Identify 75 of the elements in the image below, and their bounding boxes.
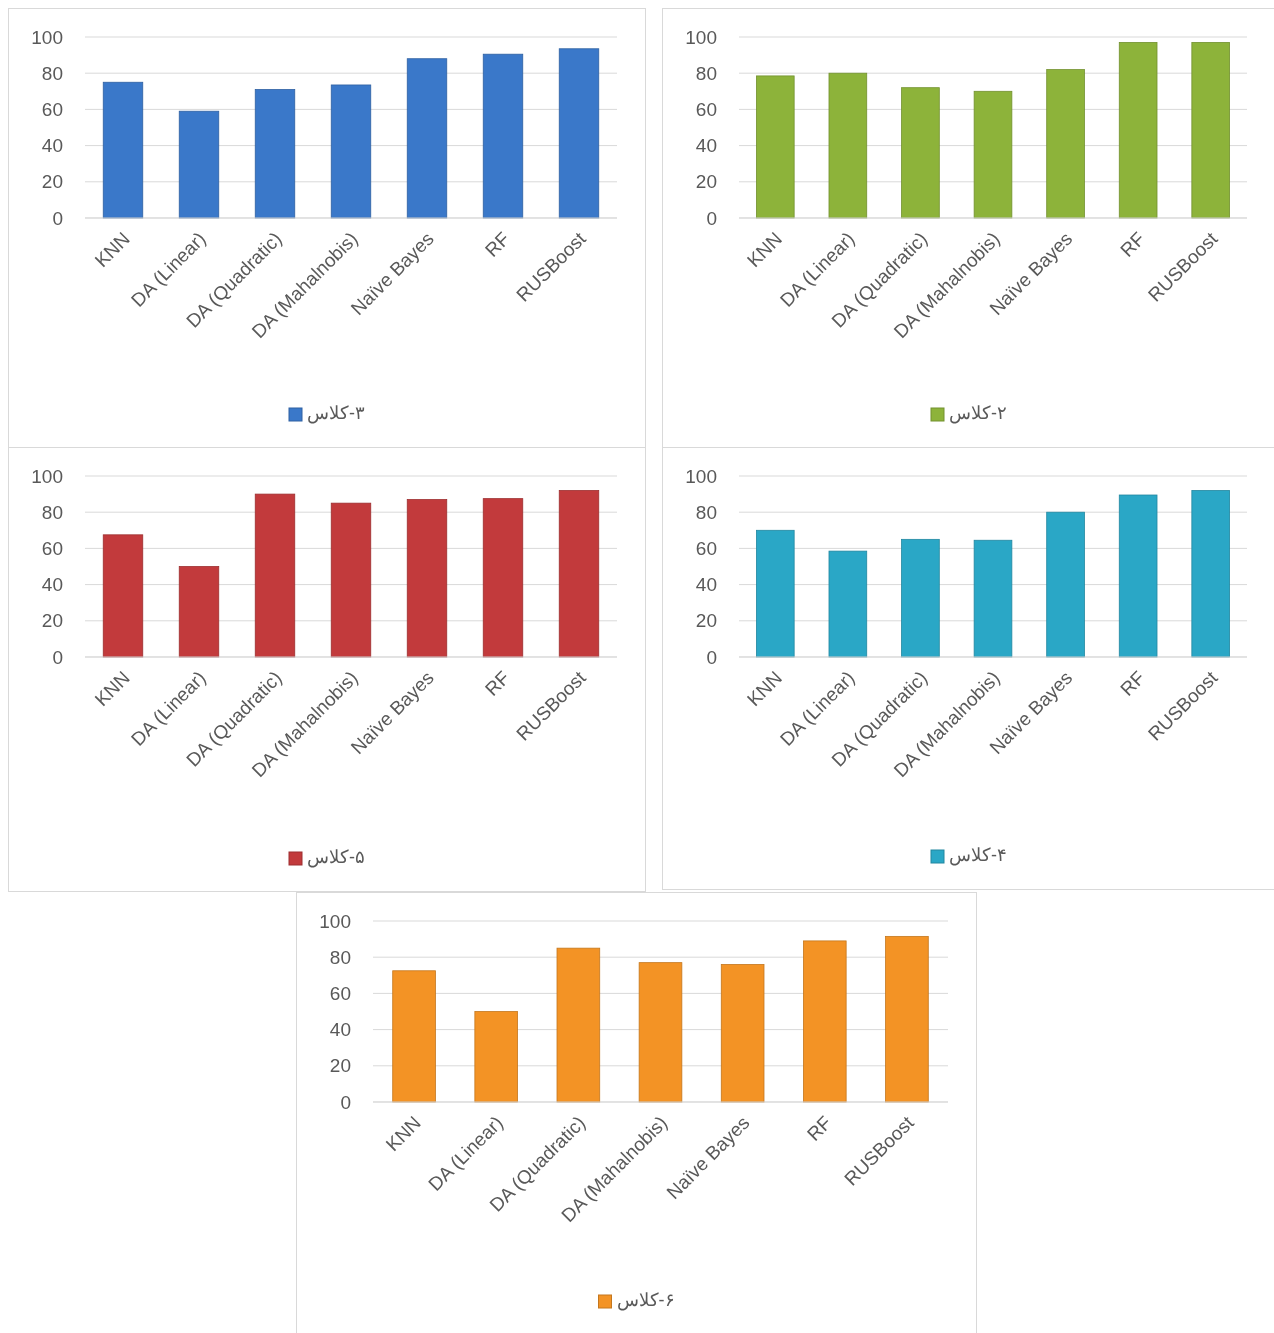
bar [1046, 69, 1085, 219]
y-tick-label: 80 [329, 946, 351, 968]
x-tick-label: RF [802, 1111, 836, 1145]
y-tick-label: 60 [329, 982, 351, 1004]
bar [885, 935, 929, 1103]
bar [1191, 42, 1230, 219]
bar [254, 89, 296, 219]
x-tick-label: RF [481, 227, 514, 261]
bar [406, 58, 448, 219]
bar [756, 529, 795, 658]
bar [973, 539, 1013, 658]
legend-label: ۵-کلاس [307, 847, 365, 868]
x-tick-label: RF [1116, 666, 1149, 700]
y-tick-label: 80 [41, 62, 63, 84]
y-tick-label: 0 [706, 646, 717, 668]
y-tick-label: 80 [695, 501, 717, 523]
y-tick-label: 100 [685, 465, 717, 487]
y-tick-label: 20 [695, 171, 717, 193]
y-tick-label: 20 [41, 171, 63, 193]
y-tick-label: 100 [31, 26, 63, 48]
bar [102, 534, 144, 658]
bar [254, 493, 296, 658]
y-tick-label: 20 [695, 610, 717, 632]
y-tick-label: 100 [31, 465, 63, 487]
bar [828, 550, 868, 658]
bar [973, 90, 1013, 219]
bar [102, 81, 144, 219]
y-tick-label: 20 [41, 610, 63, 632]
legend-label: ۶-کلاس [616, 1290, 675, 1311]
bar [720, 964, 765, 1103]
y-tick-label: 80 [41, 501, 63, 523]
y-tick-label: 60 [41, 98, 63, 120]
y-tick-label: 20 [329, 1055, 351, 1077]
bar [482, 498, 524, 658]
bar [901, 538, 940, 658]
y-tick-label: 40 [41, 135, 63, 157]
legend-label: ۴-کلاس [949, 845, 1007, 866]
y-tick-label: 0 [706, 207, 717, 229]
x-tick-label: RF [1116, 227, 1149, 261]
y-tick-label: 40 [695, 135, 717, 157]
bar [330, 84, 372, 219]
bar [1046, 511, 1085, 658]
y-tick-label: 40 [41, 574, 63, 596]
y-tick-label: 100 [685, 26, 717, 48]
bar [558, 490, 600, 658]
bar [901, 87, 940, 219]
y-tick-label: 60 [41, 537, 63, 559]
y-tick-label: 0 [340, 1091, 351, 1113]
bar [474, 1011, 518, 1103]
bar [482, 53, 524, 219]
y-tick-label: 40 [329, 1019, 351, 1041]
bar [178, 110, 220, 219]
y-tick-label: 40 [695, 574, 717, 596]
y-tick-label: 60 [695, 537, 717, 559]
y-tick-label: 100 [319, 910, 351, 932]
bar [828, 72, 868, 219]
x-tick-label: RF [481, 666, 514, 700]
y-tick-label: 0 [52, 646, 63, 668]
bar [1191, 490, 1230, 658]
y-tick-label: 60 [695, 98, 717, 120]
legend-label: ۲-کلاس [949, 403, 1007, 424]
legend-label: ۳-کلاس [307, 403, 365, 424]
bar [756, 75, 795, 219]
bar [406, 499, 448, 658]
bar [1118, 42, 1158, 219]
bar [392, 970, 436, 1103]
bar [556, 947, 601, 1103]
bar [638, 962, 683, 1103]
y-tick-label: 80 [695, 62, 717, 84]
bar [178, 566, 220, 658]
bar [803, 940, 847, 1103]
bar [330, 502, 372, 658]
bar [1118, 494, 1158, 658]
bar [558, 48, 600, 219]
y-tick-label: 0 [52, 207, 63, 229]
